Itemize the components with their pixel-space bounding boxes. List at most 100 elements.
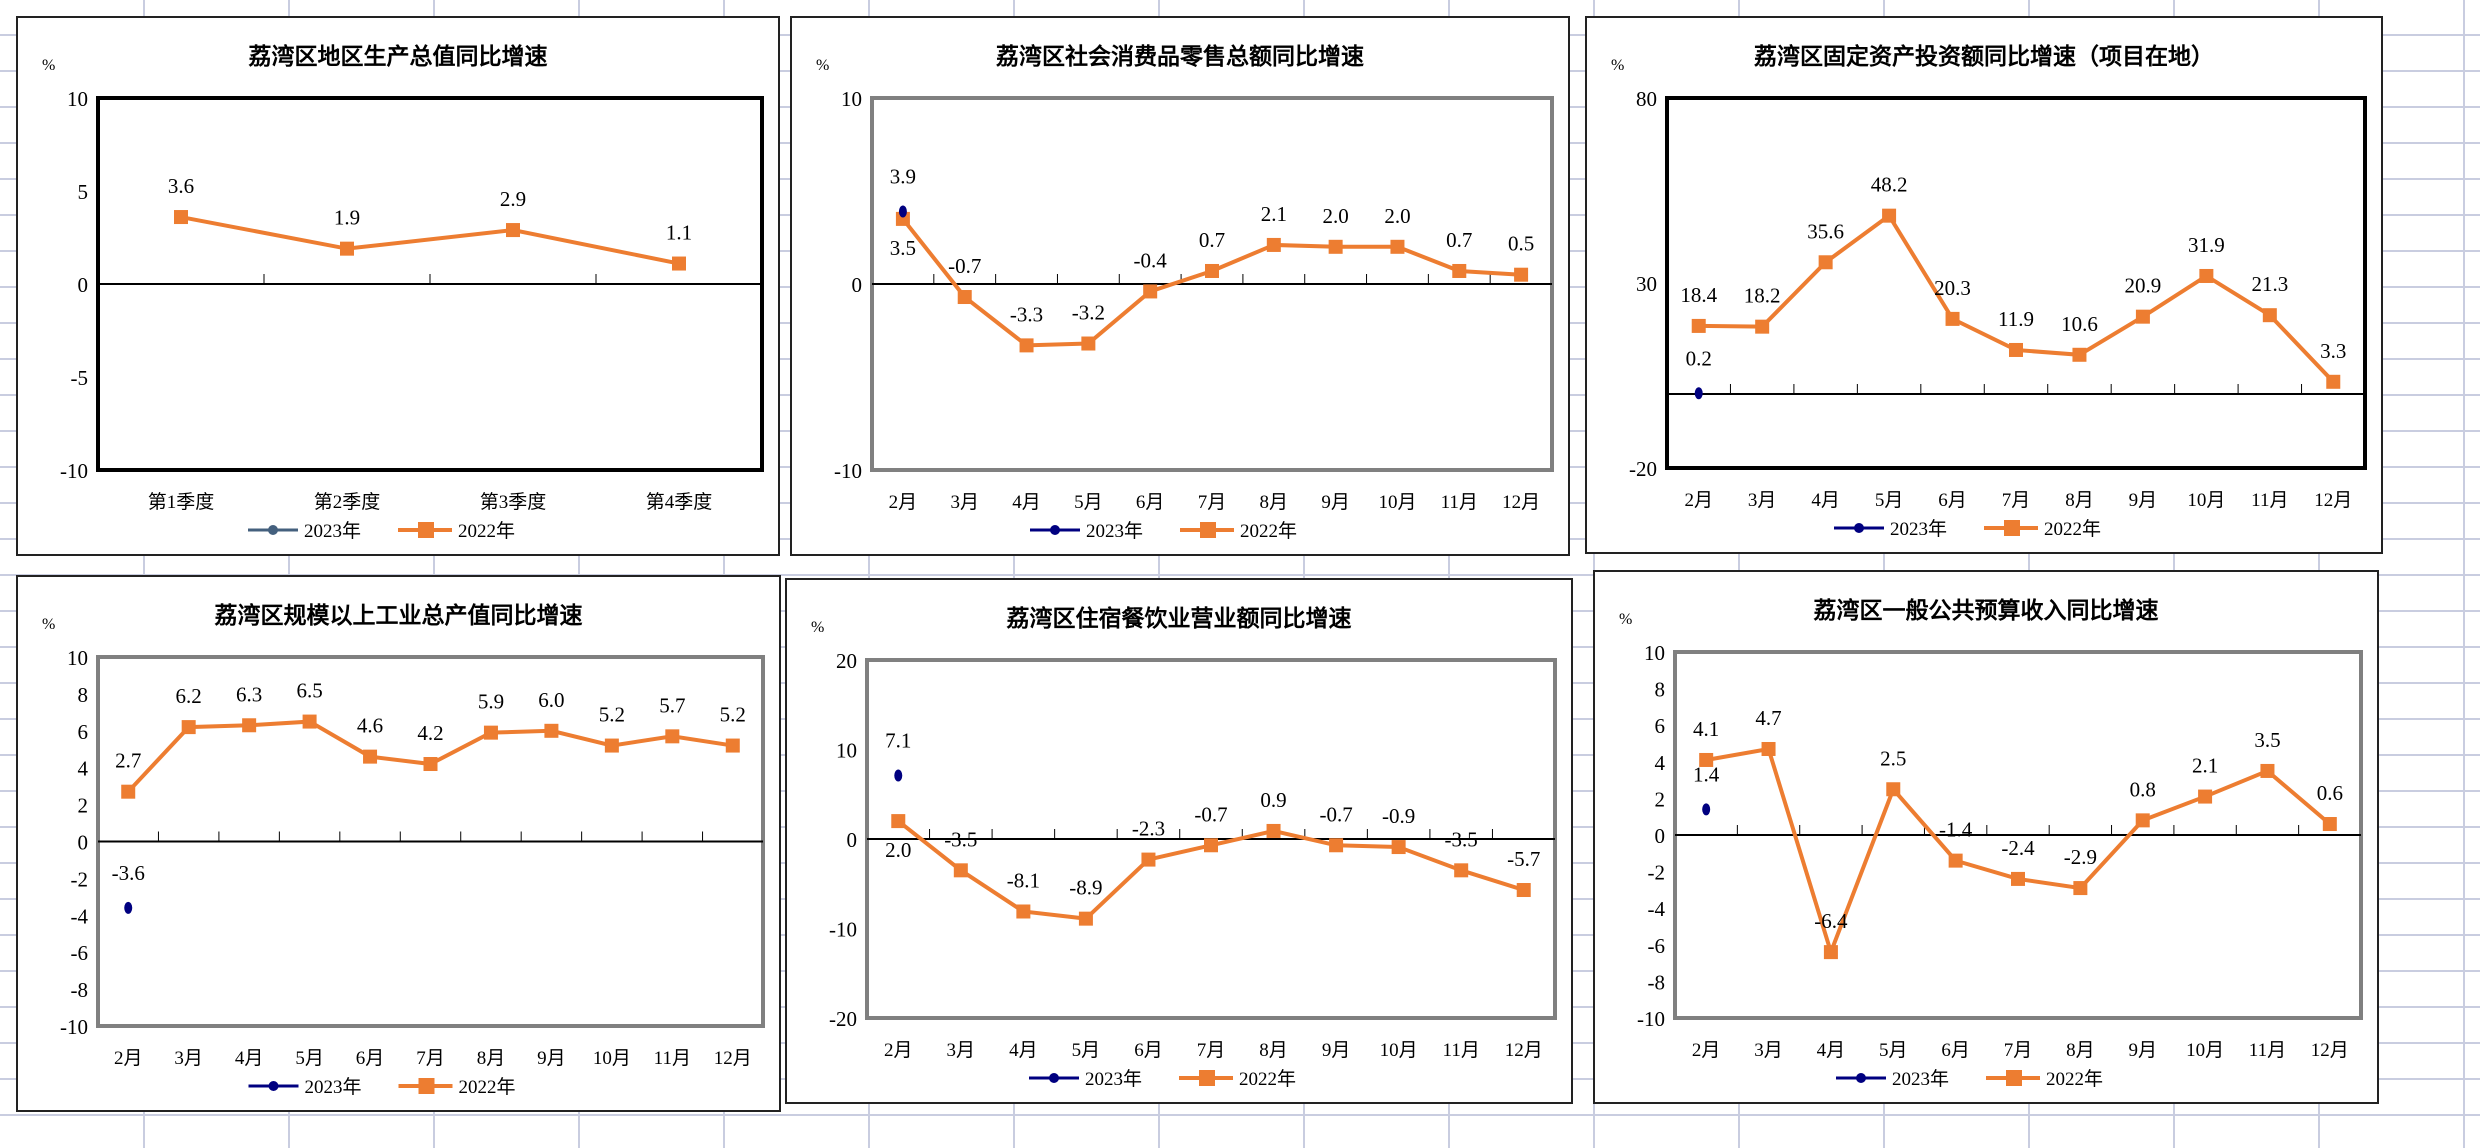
x-tick-label: 5月	[1072, 1040, 1101, 1061]
data-label-2022: 6.5	[296, 679, 322, 703]
legend-label-2023: 2023年	[305, 1076, 362, 1098]
legend-label-2022: 2022年	[1240, 520, 1297, 542]
data-point-2022	[1761, 741, 1776, 756]
chart-canvas: 荔湾区规模以上工业总产值同比增速% 10 8 6 4 2 0 -2 -4 -6 -8 -10 2月 3月 4…	[42, 602, 765, 1098]
data-point-2022	[2322, 817, 2337, 832]
data-point-2022	[1204, 838, 1218, 853]
y-tick-label: 30	[1636, 272, 1657, 296]
data-label-2022: 10.6	[2061, 312, 2098, 336]
data-label-2022: 2.0	[1384, 204, 1410, 228]
data-label-2022: 4.7	[1755, 706, 1781, 730]
legend-label-2023: 2023年	[1086, 520, 1143, 542]
y-tick-label: 6	[78, 720, 89, 744]
data-label-2022: 2.0	[1323, 204, 1349, 228]
data-point-2022	[1514, 267, 1529, 282]
data-point-2022	[1266, 237, 1281, 252]
x-tick-label: 9月	[1321, 492, 1350, 513]
data-label-2022: -3.2	[1072, 301, 1105, 325]
data-point-2022	[483, 725, 498, 740]
data-point-2022	[2262, 308, 2277, 323]
x-tick-label: 8月	[1260, 492, 1289, 513]
data-label-2022: 6.0	[538, 688, 564, 712]
x-tick-label: 7月	[1197, 1040, 1226, 1061]
data-label-2022: -2.9	[2064, 845, 2097, 869]
legend-label-2022: 2022年	[2046, 1068, 2103, 1090]
x-tick-label: 2月	[889, 492, 918, 513]
data-point-2022	[672, 256, 686, 271]
x-tick-label: 5月	[295, 1048, 324, 1069]
data-point-2022	[953, 863, 968, 878]
data-point-2022	[340, 241, 354, 256]
y-tick-label: -6	[1648, 934, 1666, 958]
data-label-2022: 0.9	[1260, 788, 1286, 812]
data-point-2022	[1081, 336, 1096, 351]
data-label-2022: -0.7	[1194, 802, 1227, 826]
data-label-2022: 4.2	[417, 721, 443, 745]
legend-label-2023: 2023年	[304, 520, 361, 542]
x-tick-label: 5月	[1074, 492, 1103, 513]
x-tick-label: 第3季度	[480, 491, 547, 513]
y-tick-label: -5	[71, 366, 89, 390]
data-label-2022: 4.1	[1693, 717, 1719, 741]
data-label-2022: -8.9	[1069, 876, 1102, 900]
chart-canvas: 荔湾区固定资产投资额同比增速（项目在地）% 80 30 -20 2月 3月 4月 5月 6月 7月…	[1611, 43, 2367, 540]
legend-label-2023: 2023年	[1085, 1068, 1142, 1090]
data-point-2022	[1823, 945, 1838, 960]
data-point-2022	[1391, 840, 1406, 855]
y-tick-label: 5	[78, 180, 89, 204]
x-tick-label: 6月	[1134, 1040, 1163, 1061]
x-tick-label: 11月	[2251, 490, 2288, 511]
data-label-2022: 48.2	[1871, 173, 1908, 197]
data-point-2023	[898, 205, 907, 218]
y-axis-unit: %	[42, 57, 55, 74]
x-tick-label: 5月	[1879, 1040, 1908, 1061]
y-axis-unit: %	[816, 57, 829, 74]
data-label-2022: 6.3	[236, 682, 262, 706]
x-tick-label: 10月	[1380, 1040, 1418, 1061]
data-label-2022: 5.2	[599, 703, 625, 727]
x-tick-label: 2月	[1684, 490, 1713, 511]
data-point-2022	[121, 784, 136, 799]
chart-canvas: 荔湾区社会消费品零售总额同比增速% 10 0 -10 2月 3月 4月 5月 6月 7月 8月 9月 1…	[816, 43, 1554, 542]
chart-title: 荔湾区地区生产总值同比增速	[249, 43, 548, 69]
legend-marker-2022	[2004, 520, 2020, 536]
x-tick-label: 12月	[1505, 1040, 1543, 1061]
data-label-2022: 18.4	[1680, 283, 1717, 307]
legend-label-2022: 2022年	[458, 520, 515, 542]
chart-canvas: 荔湾区地区生产总值同比增速% 10 5 0 -5 -10 第1季度 第2季度 第3季度 第4季度 3…	[42, 43, 764, 542]
data-point-2022	[725, 738, 740, 753]
x-tick-label: 11月	[654, 1048, 691, 1069]
data-label-2022: 0.6	[2317, 781, 2343, 805]
x-tick-label: 2月	[884, 1040, 913, 1061]
data-label-2022: 3.5	[890, 236, 916, 260]
x-tick-label: 2月	[114, 1048, 143, 1069]
x-tick-label: 10月	[2187, 490, 2225, 511]
y-tick-label: 20	[836, 649, 857, 673]
y-tick-label: 8	[78, 683, 89, 707]
data-point-2022	[506, 223, 520, 238]
data-label-2022: 3.6	[168, 174, 194, 198]
data-label-2022: 2.5	[1880, 746, 1906, 770]
y-tick-label: 0	[852, 273, 863, 297]
x-tick-label: 6月	[1136, 492, 1165, 513]
legend-marker-2023	[1049, 1073, 1059, 1083]
x-tick-label: 9月	[2128, 1040, 2157, 1061]
data-point-2022	[2326, 374, 2341, 389]
y-axis-unit: %	[811, 619, 824, 636]
chart-canvas: 荔湾区一般公共预算收入同比增速% 10 8 6 4 2 0 -2 -4 -6 -8 -10 2月 3月 4月…	[1619, 597, 2363, 1090]
data-label-2022: 4.6	[357, 714, 383, 738]
data-label-2022: 2.9	[500, 187, 526, 211]
legend-marker-2023	[268, 525, 278, 535]
data-label-2023: 3.9	[890, 164, 916, 188]
data-label-2022: -0.4	[1134, 248, 1168, 272]
data-point-2022	[1329, 838, 1344, 853]
data-label-2023: 7.1	[885, 728, 911, 752]
data-label-2022: 6.2	[176, 684, 202, 708]
data-point-2023	[1694, 387, 1703, 400]
x-tick-label: 8月	[2065, 490, 2094, 511]
data-label-2022: 0.5	[1508, 232, 1534, 256]
data-point-2022	[2198, 789, 2213, 804]
y-tick-label: -8	[71, 978, 89, 1002]
y-tick-label: -10	[60, 459, 88, 483]
data-point-2022	[181, 720, 196, 735]
